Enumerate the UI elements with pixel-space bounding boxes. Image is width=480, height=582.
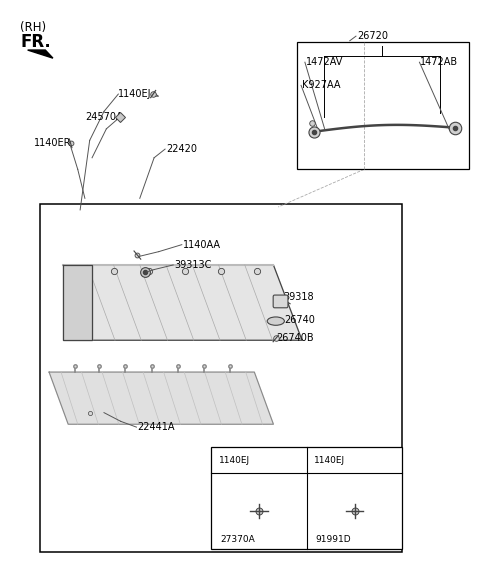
Text: 1140EJ: 1140EJ	[118, 89, 152, 99]
Text: 26740B: 26740B	[276, 333, 313, 343]
Text: 22441A: 22441A	[137, 422, 175, 432]
Text: 22420: 22420	[166, 144, 197, 154]
Polygon shape	[28, 50, 53, 58]
Text: FR.: FR.	[21, 33, 51, 51]
Text: 24570A: 24570A	[85, 112, 122, 122]
Bar	[297, 42, 469, 169]
Ellipse shape	[267, 317, 284, 325]
Polygon shape	[63, 265, 92, 340]
Text: 1140EJ: 1140EJ	[218, 456, 250, 465]
Text: K927AA: K927AA	[302, 80, 340, 90]
Text: 1140EJ: 1140EJ	[314, 456, 345, 465]
Text: 26740: 26740	[284, 315, 315, 325]
Text: 1472AB: 1472AB	[420, 57, 458, 67]
Bar	[211, 448, 402, 549]
Text: 91991D: 91991D	[315, 535, 351, 544]
Text: 39313C: 39313C	[174, 260, 212, 270]
Text: 39318: 39318	[283, 292, 313, 302]
FancyBboxPatch shape	[273, 295, 288, 308]
Text: (RH): (RH)	[21, 20, 47, 34]
Text: 1472AV: 1472AV	[306, 57, 343, 67]
Text: 1140ER: 1140ER	[34, 139, 72, 148]
Polygon shape	[63, 265, 302, 340]
Text: 26720: 26720	[357, 31, 388, 41]
Text: 27370A: 27370A	[220, 535, 255, 544]
Text: 1140AA: 1140AA	[183, 240, 221, 250]
Bar	[39, 204, 402, 552]
Polygon shape	[49, 372, 274, 424]
